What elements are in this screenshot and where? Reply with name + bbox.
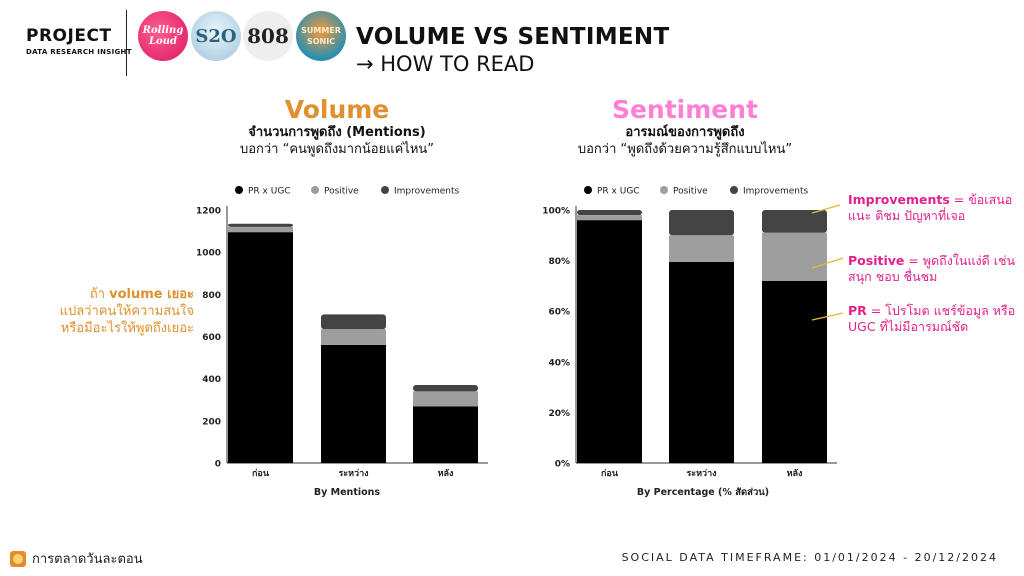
sentiment-ytick-4: 80% xyxy=(548,257,570,267)
sentiment-bar-0-improvements xyxy=(577,210,642,216)
volume-legend-marker-0 xyxy=(235,186,243,194)
sentiment-title: Sentiment xyxy=(611,95,759,124)
volume-ytick-0: 0 xyxy=(215,460,221,470)
footer-logo-icon xyxy=(10,550,26,567)
sentiment-line2: บอกว่า “พูดถึงด้วยความรู้สึกแบบไหน” xyxy=(577,142,793,157)
annotation-positive-text: = พูดถึงในแง่ดี เช่น สนุก ชอบ ชื่นชม xyxy=(848,253,1016,284)
annotation-leader-0 xyxy=(811,204,841,214)
volume-bar-1-improvements xyxy=(321,314,386,330)
volume-xtick-0: ก่อน xyxy=(252,468,270,479)
annotation-pr-text: = โปรโมต แชร์ข้อมูล หรือ UGC ที่ไม่มีอาร… xyxy=(848,303,1016,334)
volume-legend-label-1: Positive xyxy=(324,187,359,197)
sentiment-bar-1-positive xyxy=(669,235,734,262)
footer-brand: การตลาดวันละตอน xyxy=(32,552,143,567)
annotation-pr: PR = โปรโมต แชร์ข้อมูล หรือ UGC ที่ไม่มี… xyxy=(848,303,1018,335)
sentiment-legend-label-2: Improvements xyxy=(743,187,809,197)
volume-bar-2-pr-x-ugc xyxy=(413,406,478,463)
summer-sonic-logo: SUMMER SONIC xyxy=(296,11,346,61)
sentiment-legend-marker-0 xyxy=(584,186,592,194)
volume-line1: จำนวนการพูดถึง (Mentions) xyxy=(248,125,426,140)
808-festival-logo: 808 xyxy=(243,11,293,61)
sentiment-ytick-5: 100% xyxy=(542,207,570,217)
page-subtitle: → HOW TO READ xyxy=(356,52,535,76)
annotation-improvements-text: = ข้อเสนอแนะ ติชม ปัญหาที่เจอ xyxy=(848,192,1013,223)
side-note-line3: หรือมีอะไรให้พูดถึงเยอะ xyxy=(60,321,194,336)
volume-ytick-2: 400 xyxy=(202,375,221,385)
volume-xtick-1: ระหว่าง xyxy=(338,468,368,479)
sentiment-bar-0-positive xyxy=(577,215,642,221)
volume-bar-2-improvements xyxy=(413,384,478,392)
rolling-loud-logo-text: Rolling Loud xyxy=(142,25,184,47)
annotation-pr-term: PR xyxy=(848,303,867,318)
volume-bar-0-positive xyxy=(228,226,293,233)
sentiment-bar-1-pr-x-ugc xyxy=(669,261,734,463)
sentiment-xtick-1: ระหว่าง xyxy=(686,468,716,479)
annotation-improvements: Improvements = ข้อเสนอแนะ ติชม ปัญหาที่เ… xyxy=(848,192,1018,224)
sentiment-bar-2-improvements xyxy=(762,210,827,233)
sentiment-legend-marker-1 xyxy=(660,186,668,194)
volume-legend-label-0: PR x UGC xyxy=(248,187,291,197)
rolling-loud-logo: Rolling Loud xyxy=(138,11,188,61)
volume-side-note: ถ้า volume เยอะ แปลว่าคนให้ความสนใจ หรือ… xyxy=(34,286,194,337)
side-note-line1: ถ้า volume เยอะ xyxy=(34,286,194,303)
footer-timeframe: SOCIAL DATA TIMEFRAME: 01/01/2024 - 20/1… xyxy=(621,551,998,564)
sentiment-bar-2-positive xyxy=(762,232,827,281)
sentiment-panel-header: Sentiment อารมณ์ของการพูดถึง บอกว่า “พูด… xyxy=(530,96,840,158)
volume-bar-2-positive xyxy=(413,391,478,407)
annotation-improvements-term: Improvements xyxy=(848,192,950,207)
sentiment-legend-marker-2 xyxy=(730,186,738,194)
volume-ytick-3: 600 xyxy=(202,333,221,343)
page-title: VOLUME VS SENTIMENT xyxy=(356,24,670,50)
volume-ytick-1: 200 xyxy=(202,417,221,427)
sentiment-bar-0-pr-x-ugc xyxy=(577,220,642,463)
sentiment-legend-label-1: Positive xyxy=(673,187,708,197)
annotation-positive-term: Positive xyxy=(848,253,905,268)
volume-ytick-4: 800 xyxy=(202,291,221,301)
side-note-line2: แปลว่าคนให้ความสนใจ xyxy=(59,304,194,319)
808-logo-text: 808 xyxy=(247,23,289,48)
brand-block: PROJECT DATA RESEARCH INSIGHT xyxy=(26,26,132,56)
brand-title: PROJECT xyxy=(26,26,112,46)
volume-legend-marker-2 xyxy=(381,186,389,194)
sentiment-ytick-2: 40% xyxy=(548,358,570,368)
summer-sonic-logo-text: SUMMER SONIC xyxy=(301,26,341,46)
header-divider xyxy=(126,10,127,76)
volume-panel-header: Volume จำนวนการพูดถึง (Mentions) บอกว่า … xyxy=(182,96,492,158)
annotation-positive: Positive = พูดถึงในแง่ดี เช่น สนุก ชอบ ช… xyxy=(848,253,1018,285)
s2o-logo-text: S2O xyxy=(195,25,237,47)
volume-bar-0-improvements xyxy=(228,223,293,227)
volume-legend-label-2: Improvements xyxy=(394,187,460,197)
volume-ytick-5: 1000 xyxy=(196,249,221,259)
sentiment-ytick-3: 60% xyxy=(548,308,570,318)
sentiment-legend-label-0: PR x UGC xyxy=(597,187,640,197)
sentiment-xtick-0: ก่อน xyxy=(601,468,619,479)
sentiment-bar-2-pr-x-ugc xyxy=(762,280,827,463)
s2o-logo: S2O xyxy=(191,11,241,61)
sentiment-line1: อารมณ์ของการพูดถึง xyxy=(625,125,745,140)
volume-bar-1-pr-x-ugc xyxy=(321,344,386,463)
side-note-prefix: ถ้า xyxy=(89,287,110,302)
annotation-leader-1 xyxy=(811,257,844,269)
volume-bar-0-pr-x-ugc xyxy=(228,232,293,463)
annotation-leader-2 xyxy=(811,312,844,321)
brand-subtitle: DATA RESEARCH INSIGHT xyxy=(26,48,132,56)
volume-ytick-6: 1200 xyxy=(196,207,221,217)
volume-legend-marker-1 xyxy=(311,186,319,194)
volume-line2: บอกว่า “คนพูดถึงมากน้อยแค่ไหน” xyxy=(239,142,435,157)
sentiment-x-label: By Percentage (% สัดส่วน) xyxy=(637,487,769,498)
sentiment-ytick-1: 20% xyxy=(548,409,570,419)
volume-xtick-2: หลัง xyxy=(438,468,454,479)
volume-x-label: By Mentions xyxy=(314,487,380,498)
footer-brand-block: การตลาดวันละตอน xyxy=(10,548,143,569)
sentiment-xtick-2: หลัง xyxy=(787,468,803,479)
volume-title: Volume xyxy=(284,95,390,124)
sentiment-ytick-0: 0% xyxy=(555,460,570,470)
side-note-bold: volume เยอะ xyxy=(109,287,194,302)
sentiment-bar-1-improvements xyxy=(669,210,734,236)
volume-bar-1-positive xyxy=(321,329,386,345)
